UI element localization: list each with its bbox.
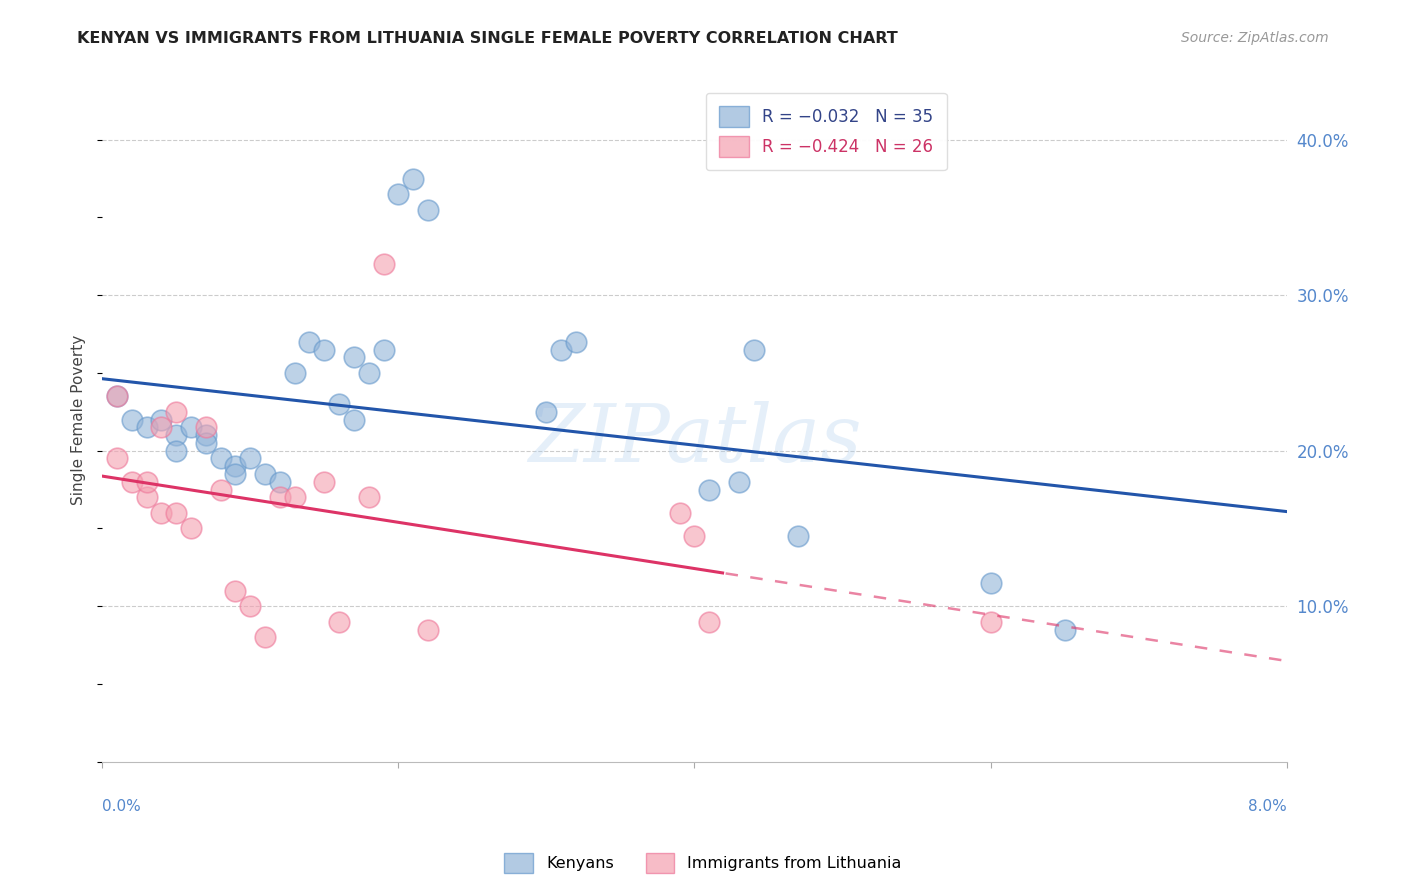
Point xyxy=(180,521,202,535)
Point xyxy=(727,475,749,489)
Point xyxy=(150,420,173,434)
Point xyxy=(343,412,366,426)
Point xyxy=(224,459,246,474)
Point xyxy=(536,405,558,419)
Text: KENYAN VS IMMIGRANTS FROM LITHUANIA SINGLE FEMALE POVERTY CORRELATION CHART: KENYAN VS IMMIGRANTS FROM LITHUANIA SING… xyxy=(77,31,898,46)
Point xyxy=(697,483,720,497)
Point xyxy=(668,506,690,520)
Point xyxy=(402,171,425,186)
Point xyxy=(1053,623,1076,637)
Point xyxy=(194,436,217,450)
Point xyxy=(121,475,143,489)
Point xyxy=(224,583,246,598)
Point xyxy=(787,529,810,543)
Point xyxy=(357,366,380,380)
Legend: R = −0.032   N = 35, R = −0.424   N = 26: R = −0.032 N = 35, R = −0.424 N = 26 xyxy=(706,93,946,170)
Text: 0.0%: 0.0% xyxy=(103,799,141,814)
Point xyxy=(683,529,706,543)
Point xyxy=(105,389,128,403)
Point xyxy=(284,491,307,505)
Point xyxy=(550,343,572,357)
Point xyxy=(387,187,409,202)
Point xyxy=(416,202,439,217)
Point xyxy=(416,623,439,637)
Point xyxy=(373,343,395,357)
Point xyxy=(565,334,588,349)
Point xyxy=(979,575,1001,590)
Point xyxy=(314,475,336,489)
Text: 8.0%: 8.0% xyxy=(1249,799,1286,814)
Y-axis label: Single Female Poverty: Single Female Poverty xyxy=(72,334,86,505)
Point xyxy=(269,475,291,489)
Point xyxy=(269,491,291,505)
Point xyxy=(343,351,366,365)
Legend: Kenyans, Immigrants from Lithuania: Kenyans, Immigrants from Lithuania xyxy=(498,847,908,880)
Point xyxy=(239,451,262,466)
Point xyxy=(254,631,277,645)
Point xyxy=(209,483,232,497)
Text: ZIPatlas: ZIPatlas xyxy=(527,401,860,479)
Point xyxy=(373,257,395,271)
Point xyxy=(209,451,232,466)
Point xyxy=(328,397,350,411)
Point xyxy=(979,615,1001,629)
Point xyxy=(105,389,128,403)
Point xyxy=(298,334,321,349)
Point xyxy=(121,412,143,426)
Point xyxy=(105,451,128,466)
Point xyxy=(165,506,187,520)
Point xyxy=(165,405,187,419)
Point xyxy=(254,467,277,481)
Point xyxy=(135,475,157,489)
Point xyxy=(239,599,262,614)
Point xyxy=(180,420,202,434)
Point xyxy=(284,366,307,380)
Point xyxy=(150,412,173,426)
Text: Source: ZipAtlas.com: Source: ZipAtlas.com xyxy=(1181,31,1329,45)
Point xyxy=(165,428,187,442)
Point xyxy=(150,506,173,520)
Point xyxy=(314,343,336,357)
Point xyxy=(135,420,157,434)
Point xyxy=(224,467,246,481)
Point xyxy=(165,443,187,458)
Point xyxy=(194,420,217,434)
Point xyxy=(357,491,380,505)
Point xyxy=(135,491,157,505)
Point xyxy=(194,428,217,442)
Point xyxy=(742,343,765,357)
Point xyxy=(697,615,720,629)
Point xyxy=(328,615,350,629)
